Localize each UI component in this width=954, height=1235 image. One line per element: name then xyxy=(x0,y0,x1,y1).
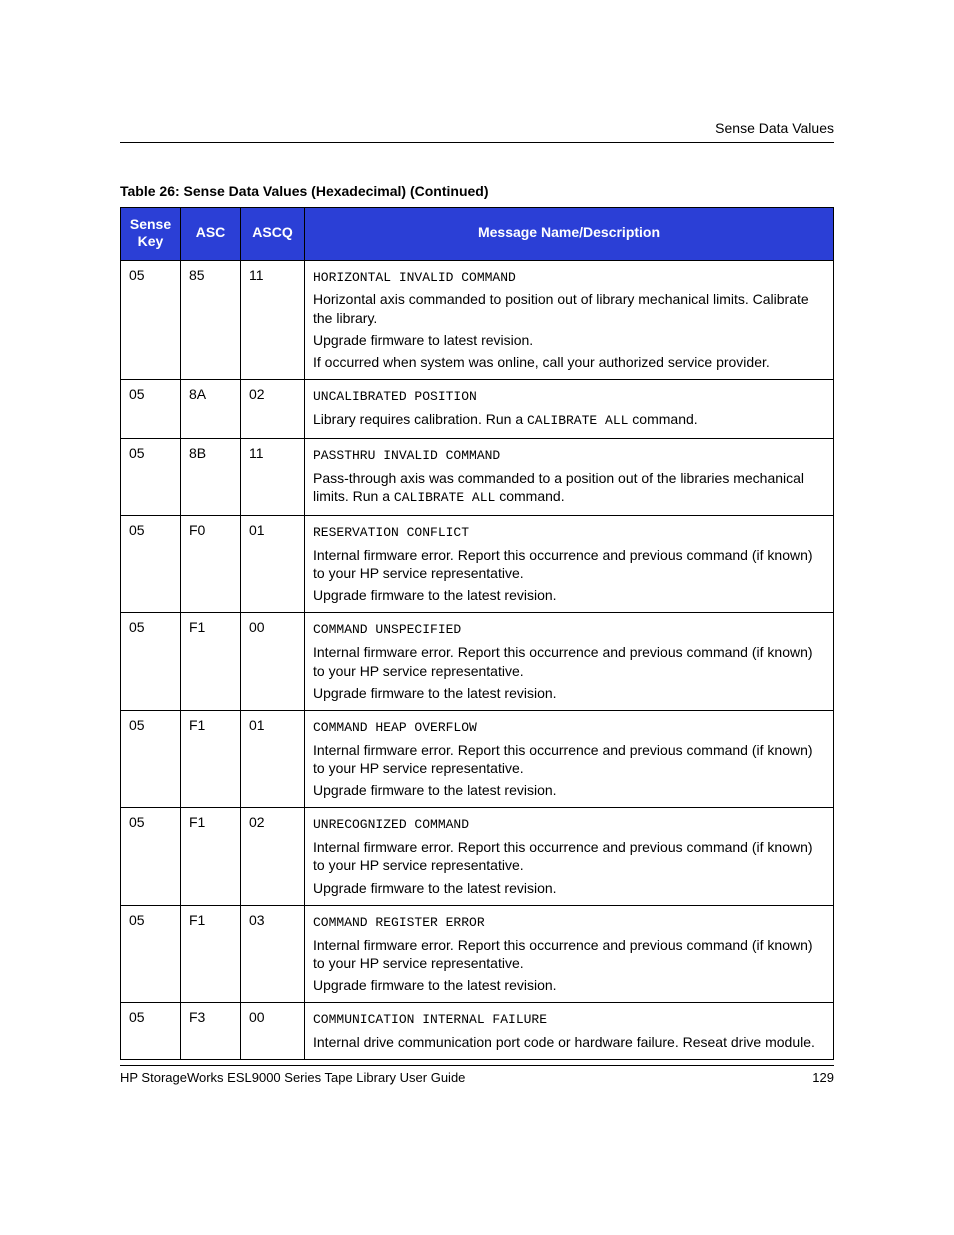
command-name: HORIZONTAL INVALID COMMAND xyxy=(313,270,516,285)
table-row: 05F100 COMMAND UNSPECIFIED Internal firmwa… xyxy=(121,613,834,710)
command-name: COMMAND HEAP OVERFLOW xyxy=(313,720,477,735)
cell-asc: F1 xyxy=(181,905,241,1002)
cell-asc: 8B xyxy=(181,439,241,516)
command-name: PASSTHRU INVALID COMMAND xyxy=(313,448,500,463)
cell-sense_key: 05 xyxy=(121,380,181,439)
cell-ascq: 11 xyxy=(241,260,305,380)
table-row: 058B11 PASSTHRU INVALID COMMAND Pass-throu… xyxy=(121,439,834,516)
col-asc: ASC xyxy=(181,208,241,261)
page-footer: HP StorageWorks ESL9000 Series Tape Libr… xyxy=(120,1065,834,1085)
cell-asc: F1 xyxy=(181,613,241,710)
description-line: Horizontal axis commanded to position ou… xyxy=(313,290,825,326)
section-title: Sense Data Values xyxy=(715,120,834,136)
table-row: 05F103 COMMAND REGISTER ERROR Internal fir… xyxy=(121,905,834,1002)
cell-sense_key: 05 xyxy=(121,260,181,380)
cell-sense_key: 05 xyxy=(121,905,181,1002)
table-row: 058A02 UNCALIBRATED POSITION Library requi… xyxy=(121,380,834,439)
cell-ascq: 00 xyxy=(241,613,305,710)
footer-right: 129 xyxy=(812,1070,834,1085)
description-line: Upgrade firmware to the latest revision. xyxy=(313,879,825,897)
cell-message: COMMAND REGISTER ERROR Internal firmware … xyxy=(305,905,834,1002)
cell-asc: F0 xyxy=(181,515,241,612)
cell-ascq: 11 xyxy=(241,439,305,516)
cell-ascq: 02 xyxy=(241,380,305,439)
table-row: 05F300 COMMUNICATION INTERNAL FAILURE Inte… xyxy=(121,1003,834,1060)
cell-sense_key: 05 xyxy=(121,515,181,612)
command-name: UNRECOGNIZED COMMAND xyxy=(313,817,469,832)
table-caption: Table 26: Sense Data Values (Hexadecimal… xyxy=(120,183,834,199)
cell-message: UNRECOGNIZED COMMAND Internal firmware er… xyxy=(305,808,834,905)
description-line: Library requires calibration. Run a CALI… xyxy=(313,410,825,430)
description-line: Internal firmware error. Report this occ… xyxy=(313,838,825,874)
col-sense-key-l2: Key xyxy=(138,233,164,249)
description-line: Internal drive communication port code o… xyxy=(313,1033,825,1051)
inline-command: CALIBRATE ALL xyxy=(394,490,495,505)
table-row: 05F101 COMMAND HEAP OVERFLOW Internal firm… xyxy=(121,710,834,807)
description-line: Internal firmware error. Report this occ… xyxy=(313,741,825,777)
col-sense-key-l1: Sense xyxy=(130,216,171,232)
table-row: 05F102 UNRECOGNIZED COMMAND Internal firmw… xyxy=(121,808,834,905)
table-header-row: Sense Key ASC ASCQ Message Name/Descript… xyxy=(121,208,834,261)
sense-data-table: Sense Key ASC ASCQ Message Name/Descript… xyxy=(120,207,834,1060)
cell-sense_key: 05 xyxy=(121,439,181,516)
cell-sense_key: 05 xyxy=(121,1003,181,1060)
col-sense-key: Sense Key xyxy=(121,208,181,261)
footer-left: HP StorageWorks ESL9000 Series Tape Libr… xyxy=(120,1070,465,1085)
description-line: Internal firmware error. Report this occ… xyxy=(313,936,825,972)
cell-sense_key: 05 xyxy=(121,613,181,710)
description-line: Upgrade firmware to latest revision. xyxy=(313,331,825,349)
cell-message: UNCALIBRATED POSITION Library requires ca… xyxy=(305,380,834,439)
cell-asc: F3 xyxy=(181,1003,241,1060)
page-header: Sense Data Values xyxy=(120,120,834,143)
cell-message: COMMAND UNSPECIFIED Internal firmware err… xyxy=(305,613,834,710)
cell-asc: 85 xyxy=(181,260,241,380)
cell-asc: 8A xyxy=(181,380,241,439)
description-line: Upgrade firmware to the latest revision. xyxy=(313,976,825,994)
command-name: COMMAND UNSPECIFIED xyxy=(313,622,461,637)
command-name: RESERVATION CONFLICT xyxy=(313,525,469,540)
table-body: 058511HORIZONTAL INVALID COMMANDHorizont… xyxy=(121,260,834,1060)
command-name: COMMAND REGISTER ERROR xyxy=(313,915,485,930)
cell-ascq: 00 xyxy=(241,1003,305,1060)
inline-command: CALIBRATE ALL xyxy=(527,413,628,428)
cell-message: HORIZONTAL INVALID COMMAND Horizontal axi… xyxy=(305,260,834,380)
description-line: If occurred when system was online, call… xyxy=(313,353,825,371)
description-line: Pass-through axis was commanded to a pos… xyxy=(313,469,825,507)
command-name: COMMUNICATION INTERNAL FAILURE xyxy=(313,1012,547,1027)
cell-message: COMMAND HEAP OVERFLOW Internal firmware e… xyxy=(305,710,834,807)
description-line: Upgrade firmware to the latest revision. xyxy=(313,586,825,604)
description-line: Upgrade firmware to the latest revision. xyxy=(313,684,825,702)
col-message: Message Name/Description xyxy=(305,208,834,261)
col-ascq: ASCQ xyxy=(241,208,305,261)
cell-message: RESERVATION CONFLICT Internal firmware er… xyxy=(305,515,834,612)
description-line: Internal firmware error. Report this occ… xyxy=(313,643,825,679)
description-line: Internal firmware error. Report this occ… xyxy=(313,546,825,582)
description-line: Upgrade firmware to the latest revision. xyxy=(313,781,825,799)
cell-ascq: 02 xyxy=(241,808,305,905)
table-row: 058511 HORIZONTAL INVALID COMMAND Horizont… xyxy=(121,260,834,380)
command-name: UNCALIBRATED POSITION xyxy=(313,389,477,404)
cell-asc: F1 xyxy=(181,808,241,905)
cell-sense_key: 05 xyxy=(121,808,181,905)
cell-message: COMMUNICATION INTERNAL FAILURE Internal d… xyxy=(305,1003,834,1060)
cell-ascq: 01 xyxy=(241,710,305,807)
cell-message: PASSTHRU INVALID COMMAND Pass-through axi… xyxy=(305,439,834,516)
table-row: 05F001 RESERVATION CONFLICT Internal firmw… xyxy=(121,515,834,612)
cell-ascq: 01 xyxy=(241,515,305,612)
cell-ascq: 03 xyxy=(241,905,305,1002)
cell-asc: F1 xyxy=(181,710,241,807)
cell-sense_key: 05 xyxy=(121,710,181,807)
page: Sense Data Values Table 26: Sense Data V… xyxy=(0,0,954,1235)
